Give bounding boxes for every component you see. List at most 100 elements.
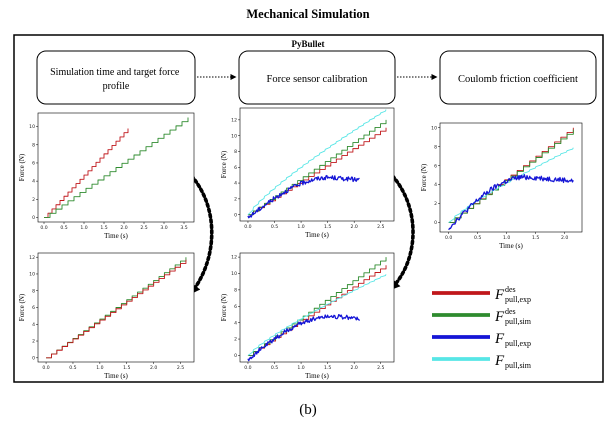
y-tick-label: 8 (234, 287, 237, 293)
x-tick-label: 1.0 (297, 224, 304, 230)
x-tick-label: 2.5 (177, 365, 184, 371)
series-line-des-sim (44, 117, 189, 218)
figure-title: Mechanical Simulation (246, 7, 369, 21)
x-tick-label: 2.5 (140, 225, 147, 231)
y-tick-label: 8 (434, 144, 437, 150)
figure-caption: (b) (299, 402, 317, 418)
x-tick-label: 0.0 (445, 235, 452, 241)
y-tick-label: 4 (434, 182, 437, 188)
series-line-des-exp (44, 128, 129, 218)
y-axis-label: Force (N) (220, 150, 228, 178)
x-tick-label: 1.5 (532, 235, 539, 241)
y-tick-label: 0 (32, 215, 35, 221)
stage-label: Simulation time and target force profile (50, 67, 182, 92)
y-tick-label: 12 (231, 255, 237, 261)
y-tick-label: 10 (231, 271, 237, 277)
x-tick-label: 0.0 (40, 225, 47, 231)
y-tick-label: 0 (434, 220, 437, 226)
y-axis-label: Force (N) (220, 293, 228, 321)
y-tick-label: 4 (234, 181, 237, 187)
y-tick-label: 2 (434, 201, 437, 207)
y-tick-label: 2 (234, 196, 237, 202)
chart-sensor-calibration-after: 0.0 0.5 1.0 1.5 2.0 2.5 0 2 4 6 8 10 12 Time (s) Force… (220, 252, 395, 380)
y-tick-label: 0 (32, 355, 35, 361)
x-tick-label: 2.0 (351, 224, 358, 230)
y-tick-label: 0 (234, 353, 237, 359)
x-tick-label: 2.0 (120, 225, 127, 231)
x-axis-label: Time (s) (104, 232, 128, 240)
curved-arrow (387, 170, 415, 291)
y-tick-label: 6 (434, 163, 437, 169)
legend-subscript: pull,sim (505, 361, 532, 370)
x-tick-label: 0.5 (271, 224, 278, 230)
y-tick-label: 4 (32, 322, 35, 328)
y-tick-label: 10 (231, 133, 237, 139)
legend-subscript: pull,exp (505, 295, 531, 304)
x-tick-label: 1.5 (100, 225, 107, 231)
legend-symbol: F (494, 331, 505, 347)
legend-subscript: pull,exp (505, 339, 531, 348)
series-line-pull-sim (247, 109, 387, 216)
y-tick-label: 8 (234, 149, 237, 155)
x-tick-label: 1.5 (324, 224, 331, 230)
stage-label: Force sensor calibration (267, 74, 369, 85)
stage-label: Coulomb friction coefficient (458, 74, 578, 85)
x-axis-label: Time (s) (305, 231, 329, 239)
chart-sensor-calibration-before: 0.0 0.5 1.0 1.5 2.0 2.5 0 2 4 6 8 10 12 Time (s) Force… (220, 107, 395, 239)
x-tick-label: 2.5 (377, 365, 384, 371)
x-axis-label: Time (s) (499, 242, 523, 250)
y-tick-label: 6 (234, 304, 237, 310)
series-line-pull-exp (448, 174, 574, 231)
legend-subscript: pull,sim (505, 317, 532, 326)
chart-target-force-adjusted: 0.0 0.5 1.0 1.5 2.0 2.5 0 2 4 6 8 10 12 Time (s) Force… (18, 252, 195, 380)
curved-arrow (186, 170, 214, 295)
y-tick-label: 6 (32, 305, 35, 311)
y-tick-label: 10 (29, 272, 35, 278)
y-tick-label: 6 (234, 165, 237, 171)
y-tick-label: 12 (29, 255, 35, 261)
y-tick-label: 10 (29, 124, 35, 130)
y-axis-label: Force (N) (420, 163, 428, 191)
y-tick-label: 8 (32, 288, 35, 294)
y-tick-label: 4 (32, 179, 35, 185)
legend-symbol: F (494, 287, 505, 303)
y-tick-label: 2 (32, 339, 35, 345)
x-tick-label: 2.5 (377, 224, 384, 230)
y-tick-label: 10 (431, 125, 437, 131)
x-tick-label: 1.0 (297, 365, 304, 371)
y-tick-label: 0 (234, 212, 237, 218)
legend-superscript: des (505, 307, 516, 316)
y-tick-label: 6 (32, 161, 35, 167)
legend-superscript: des (505, 285, 516, 294)
x-tick-label: 0.5 (60, 225, 67, 231)
series-line-des-sim (448, 129, 574, 223)
y-tick-label: 12 (231, 117, 237, 123)
x-tick-label: 2.0 (561, 235, 568, 241)
pybullet-frame (13, 34, 604, 383)
series-line-des-sim (247, 119, 387, 216)
x-tick-label: 3.0 (160, 225, 167, 231)
series-line-des-exp (46, 259, 187, 359)
frame-label: PyBullet (292, 39, 325, 49)
y-tick-label: 8 (32, 142, 35, 148)
x-axis-label: Time (s) (104, 372, 128, 380)
y-tick-label: 2 (32, 197, 35, 203)
x-tick-label: 0.0 (244, 224, 251, 230)
x-tick-label: 2.0 (351, 365, 358, 371)
x-tick-label: 0.5 (271, 365, 278, 371)
x-tick-label: 0.5 (474, 235, 481, 241)
legend-symbol: F (494, 353, 505, 369)
plot-area (239, 107, 395, 222)
x-tick-label: 1.0 (80, 225, 87, 231)
y-tick-label: 4 (234, 320, 237, 326)
x-axis-label: Time (s) (305, 372, 329, 380)
series-line-pull-sim (247, 274, 387, 356)
y-axis-label: Force (N) (18, 153, 26, 181)
x-tick-label: 0.0 (244, 365, 251, 371)
chart-coulomb-friction: 0.0 0.5 1.0 1.5 2.0 0 2 4 6 8 10 Time (s) Force (N) (420, 122, 583, 250)
series-line-pull-exp (247, 313, 361, 362)
stage-box-target-force: Simulation time and target force profile (36, 50, 196, 105)
x-tick-label: 0.5 (69, 365, 76, 371)
